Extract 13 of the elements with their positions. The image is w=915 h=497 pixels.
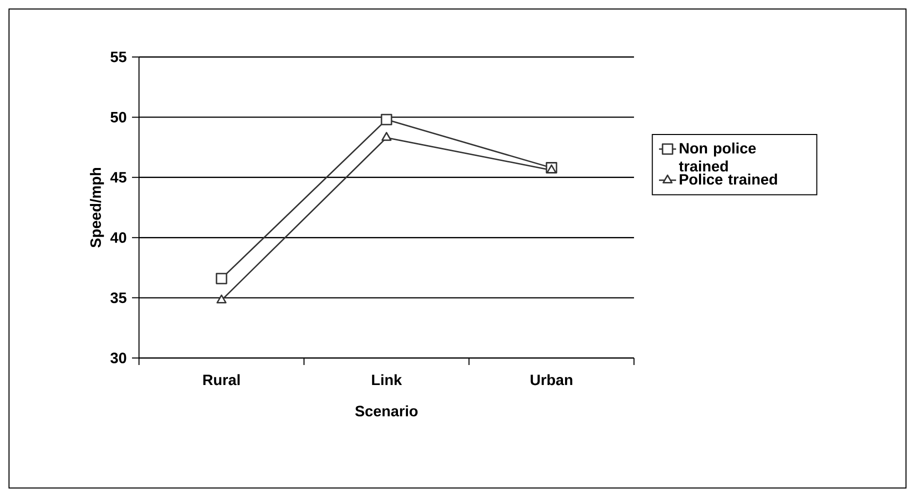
legend-label: Police trained (680, 174, 777, 185)
legend-label: Non police trained (678, 142, 756, 172)
y-tick-label: 45 (110, 172, 126, 183)
x-tick-label: Link (372, 374, 402, 386)
y-tick-label: 30 (110, 352, 126, 364)
y-axis-title: Speed/mph (90, 168, 104, 248)
x-tick-label: Urban (530, 374, 572, 386)
x-axis-title: Scenario (355, 405, 418, 416)
x-tick-label: Rural (203, 374, 240, 386)
y-tick-label: 50 (110, 112, 126, 122)
y-tick-label: 40 (110, 232, 126, 243)
y-tick-label: 55 (110, 52, 126, 62)
y-tick-label: 35 (110, 292, 126, 304)
